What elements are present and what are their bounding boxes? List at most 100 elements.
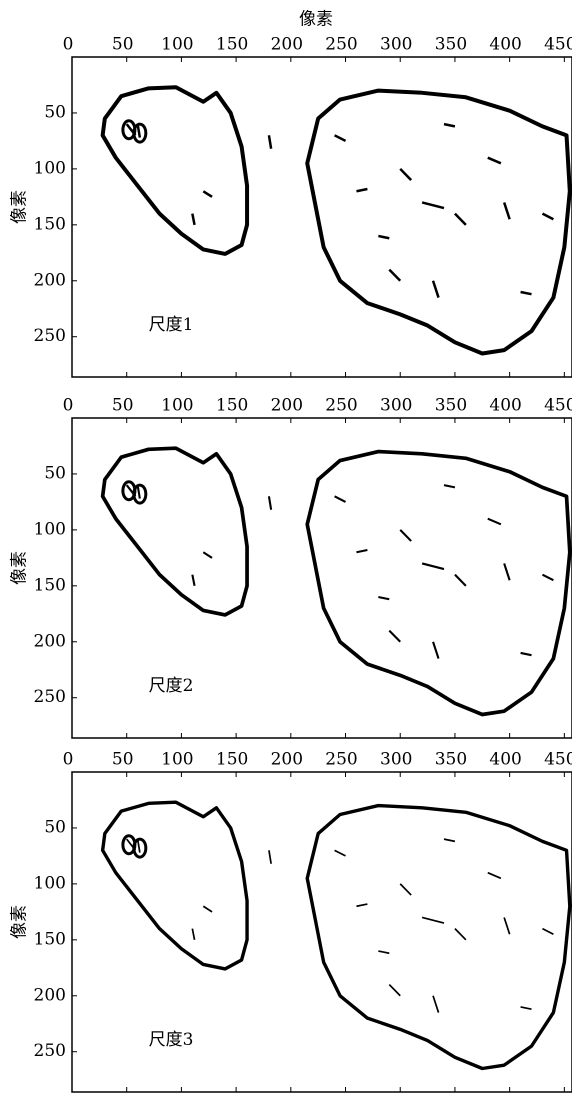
region-outline — [307, 452, 570, 715]
edge-speck — [192, 214, 194, 225]
edge-speck — [488, 873, 501, 879]
x-tick-label: 450 — [544, 750, 572, 770]
x-tick-label: 400 — [489, 35, 521, 55]
axes-frame — [72, 772, 572, 1092]
annotation: 尺度1 — [149, 315, 194, 335]
edge-speck — [335, 496, 346, 502]
x-tick-label: 200 — [271, 750, 303, 770]
edge-speck — [444, 839, 455, 841]
y-tick-label: 150 — [34, 575, 66, 595]
edge-speck — [433, 996, 438, 1013]
edge-speck — [203, 906, 212, 912]
edge-speck — [335, 850, 346, 856]
edge-speck — [400, 169, 411, 180]
edge-speck — [542, 575, 553, 581]
x-tick-label: 400 — [489, 750, 521, 770]
x-tick-label: 150 — [216, 396, 248, 416]
y-axis-label: 像素 — [10, 905, 30, 939]
edge-speck — [356, 550, 367, 552]
panel: 0 50 100 150 200 250 300 350 400 450 50 100 150 200 25… — [10, 750, 572, 1093]
region-outline — [307, 806, 570, 1069]
edge-speck — [192, 929, 194, 940]
edge-speck — [422, 917, 444, 923]
x-tick-label: 300 — [380, 750, 412, 770]
edge-speck — [422, 563, 444, 569]
edge-speck — [138, 485, 140, 498]
x-tick-label: 100 — [161, 35, 193, 55]
region-outline — [307, 91, 570, 354]
region-outline — [103, 802, 247, 969]
edge-speck — [400, 884, 411, 895]
edge-speck — [521, 653, 532, 655]
edge-speck — [378, 236, 389, 238]
y-tick-label: 200 — [34, 631, 66, 651]
edge-speck — [444, 124, 455, 126]
edge-speck — [504, 563, 509, 580]
x-tick-label: 350 — [435, 35, 467, 55]
x-tick-label: 250 — [325, 750, 357, 770]
annotation: 尺度2 — [149, 676, 194, 696]
edge-speck — [138, 839, 140, 852]
x-tick-label: 50 — [112, 35, 134, 55]
x-tick-label: 0 — [63, 396, 74, 416]
edge-speck — [203, 191, 212, 197]
x-tick-label: 450 — [544, 35, 572, 55]
x-tick-label: 50 — [112, 750, 134, 770]
edge-speck — [389, 985, 400, 996]
y-tick-label: 250 — [34, 326, 66, 346]
y-tick-label: 250 — [34, 1041, 66, 1061]
edge-speck — [269, 496, 271, 509]
edge-speck — [488, 519, 501, 525]
x-tick-label: 350 — [435, 750, 467, 770]
x-tick-label: 0 — [63, 750, 74, 770]
x-tick-label: 200 — [271, 396, 303, 416]
x-tick-label: 150 — [216, 750, 248, 770]
region-outline — [103, 448, 247, 615]
y-tick-label: 200 — [34, 985, 66, 1005]
edge-speck — [542, 214, 553, 220]
x-tick-label: 300 — [380, 396, 412, 416]
x-tick-label: 350 — [435, 396, 467, 416]
edge-speck — [488, 158, 501, 164]
edge-speck — [400, 530, 411, 541]
edge-speck — [203, 552, 212, 558]
x-tick-label: 150 — [216, 35, 248, 55]
x-tick-label: 300 — [380, 35, 412, 55]
x-tick-label: 250 — [325, 35, 357, 55]
edge-speck — [422, 202, 444, 208]
edge-speck — [542, 929, 553, 935]
x-tick-label: 50 — [112, 396, 134, 416]
edge-speck — [356, 189, 367, 191]
annotation: 尺度3 — [149, 1030, 194, 1050]
edge-speck — [504, 202, 509, 219]
y-tick-label: 50 — [44, 463, 66, 483]
y-tick-label: 50 — [44, 102, 66, 122]
edge-speck — [378, 597, 389, 599]
edge-speck — [269, 850, 271, 863]
edge-speck — [138, 124, 140, 137]
edge-speck — [433, 642, 438, 659]
figure: 0 50 100 150 200 250 300 350 400 450 50 100 150 200 25… — [0, 0, 572, 1097]
x-axis-label: 像素 — [299, 10, 333, 30]
x-tick-label: 0 — [63, 35, 74, 55]
y-tick-label: 100 — [34, 519, 66, 539]
y-tick-label: 150 — [34, 214, 66, 234]
edge-speck — [378, 951, 389, 953]
edge-speck — [504, 917, 509, 934]
edge-speck — [521, 292, 532, 294]
edge-speck — [455, 575, 466, 586]
edge-speck — [455, 929, 466, 940]
y-tick-label: 200 — [34, 270, 66, 290]
edge-speck — [335, 135, 346, 141]
y-tick-label: 100 — [34, 873, 66, 893]
edge-speck — [444, 485, 455, 487]
y-tick-label: 150 — [34, 929, 66, 949]
edge-speck — [433, 281, 438, 298]
edge-speck — [269, 135, 271, 148]
x-tick-label: 100 — [161, 750, 193, 770]
y-axis-label: 像素 — [10, 190, 30, 224]
y-tick-label: 50 — [44, 817, 66, 837]
x-tick-label: 100 — [161, 396, 193, 416]
